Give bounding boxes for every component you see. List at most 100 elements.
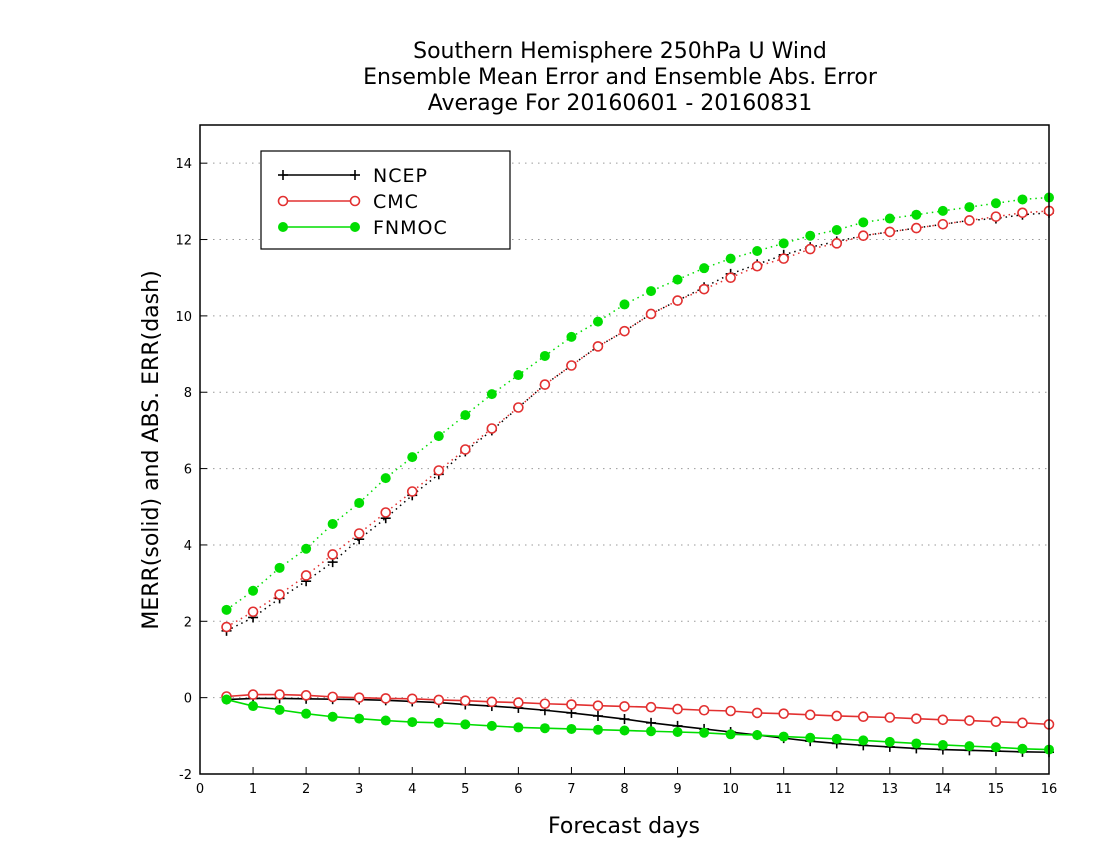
point-cmc-abs-9 — [460, 444, 471, 455]
legend-marker-start-cmc — [277, 195, 289, 207]
chart-title: Southern Hemisphere 250hPa U Wind Ensemb… — [363, 39, 878, 116]
point-fnmoc-abs-3 — [301, 543, 312, 554]
point-cmc-mean-10 — [486, 696, 498, 708]
point-cmc-abs-4 — [327, 549, 338, 560]
point-fnmoc-abs-19 — [725, 253, 736, 264]
point-cmc-mean-23 — [831, 710, 843, 722]
legend-marker-end-fnmoc — [350, 222, 360, 232]
point-cmc-mean-9 — [460, 695, 471, 707]
point-cmc-abs-14 — [592, 341, 604, 352]
point-fnmoc-mean-9 — [460, 719, 471, 730]
point-fnmoc-mean-15 — [619, 725, 630, 736]
y-tick-label-3: 4 — [184, 539, 192, 554]
series-cmc-abs-err-line — [226, 210, 1050, 628]
point-cmc-mean-30 — [1017, 717, 1028, 729]
point-cmc-abs-19 — [725, 272, 736, 284]
point-cmc-abs-13 — [566, 360, 577, 371]
point-cmc-mean-4 — [327, 691, 338, 703]
point-fnmoc-abs-7 — [407, 452, 418, 463]
point-cmc-abs-27 — [937, 218, 949, 230]
point-cmc-abs-3 — [300, 570, 312, 581]
point-fnmoc-abs-4 — [327, 518, 338, 529]
point-fnmoc-abs-8 — [433, 431, 444, 442]
point-fnmoc-mean-7 — [407, 717, 418, 728]
point-fnmoc-mean-11 — [513, 722, 524, 733]
point-fnmoc-mean-18 — [699, 727, 710, 738]
point-cmc-mean-19 — [725, 705, 736, 717]
point-cmc-abs-6 — [380, 507, 392, 518]
legend-marker-end-ncep — [350, 170, 360, 180]
point-fnmoc-abs-17 — [672, 274, 683, 285]
series-fnmoc-abs-err-line — [226, 196, 1050, 611]
point-fnmoc-mean-27 — [937, 739, 948, 750]
x-tick-label-3: 3 — [355, 782, 363, 797]
point-cmc-mean-3 — [300, 690, 312, 701]
point-cmc-abs-24 — [857, 230, 869, 242]
point-fnmoc-abs-5 — [354, 497, 365, 508]
y-tick-label-8: 14 — [175, 157, 192, 172]
point-fnmoc-mean-17 — [672, 727, 683, 738]
point-cmc-mean-15 — [619, 701, 630, 712]
point-cmc-abs-1 — [247, 606, 259, 618]
x-tick-label-7: 7 — [567, 782, 575, 797]
point-cmc-mean-7 — [406, 693, 418, 705]
point-cmc-mean-25 — [884, 712, 896, 723]
point-cmc-abs-12 — [539, 379, 551, 390]
point-cmc-abs-8 — [433, 465, 445, 476]
point-fnmoc-abs-15 — [619, 299, 630, 310]
point-ncep-mean-14 — [592, 710, 603, 721]
point-fnmoc-mean-21 — [778, 731, 789, 742]
legend-label-ncep: NCEP — [373, 165, 428, 187]
point-fnmoc-mean-12 — [539, 723, 550, 734]
point-fnmoc-abs-12 — [539, 350, 550, 361]
point-cmc-abs-26 — [911, 222, 922, 234]
point-fnmoc-mean-8 — [433, 717, 444, 728]
point-fnmoc-mean-6 — [380, 715, 391, 726]
point-cmc-abs-5 — [353, 528, 365, 539]
point-cmc-abs-0 — [221, 621, 232, 633]
x-tick-label-12: 12 — [828, 782, 845, 797]
point-fnmoc-abs-20 — [752, 245, 763, 256]
point-fnmoc-mean-10 — [486, 720, 497, 731]
point-cmc-mean-21 — [778, 708, 789, 719]
point-fnmoc-mean-14 — [592, 724, 603, 735]
point-fnmoc-abs-26 — [911, 209, 922, 220]
x-tick-label-13: 13 — [882, 782, 899, 797]
x-tick-label-0: 0 — [196, 782, 204, 797]
x-tick-label-10: 10 — [722, 782, 739, 797]
point-cmc-abs-11 — [513, 402, 524, 413]
point-cmc-abs-29 — [990, 211, 1002, 222]
title-line-1: Southern Hemisphere 250hPa U Wind — [413, 39, 827, 64]
point-fnmoc-abs-9 — [460, 410, 471, 421]
point-cmc-mean-14 — [592, 700, 604, 711]
point-fnmoc-mean-3 — [301, 708, 312, 719]
legend-marker-start-fnmoc — [278, 222, 288, 232]
point-cmc-abs-23 — [831, 238, 843, 249]
point-cmc-mean-1 — [247, 689, 259, 700]
point-fnmoc-mean-13 — [566, 723, 577, 734]
point-fnmoc-abs-16 — [646, 286, 657, 297]
x-tick-label-1: 1 — [249, 782, 257, 797]
point-cmc-abs-10 — [486, 423, 498, 434]
point-cmc-mean-24 — [857, 711, 869, 723]
point-fnmoc-abs-28 — [964, 202, 975, 213]
point-fnmoc-abs-29 — [990, 198, 1001, 209]
x-tick-label-9: 9 — [673, 782, 681, 797]
point-fnmoc-abs-21 — [778, 238, 789, 249]
point-fnmoc-abs-23 — [831, 224, 842, 235]
point-cmc-mean-26 — [911, 713, 922, 724]
point-fnmoc-mean-5 — [354, 713, 365, 724]
point-fnmoc-abs-22 — [805, 230, 816, 241]
point-fnmoc-abs-18 — [699, 263, 710, 274]
point-cmc-mean-5 — [353, 692, 365, 703]
y-axis-label: MERR(solid) and ABS. ERR(dash) — [139, 270, 164, 629]
point-fnmoc-mean-28 — [964, 741, 975, 752]
legend-label-fnmoc: FNMOC — [373, 217, 448, 239]
point-fnmoc-abs-0 — [221, 604, 232, 615]
x-tick-label-15: 15 — [988, 782, 1005, 797]
point-fnmoc-abs-24 — [858, 217, 869, 228]
point-cmc-mean-12 — [539, 698, 551, 710]
point-fnmoc-mean-19 — [725, 729, 736, 740]
title-line-3: Average For 20160601 - 20160831 — [428, 91, 813, 116]
